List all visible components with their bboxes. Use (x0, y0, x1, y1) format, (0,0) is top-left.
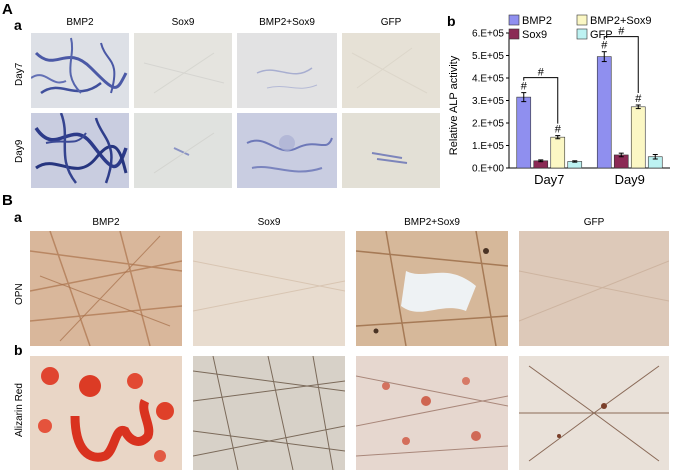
chart-legend: BMP2 Sox9 BMP2+Sox9 GFP (508, 14, 651, 41)
legend-swatch (508, 28, 520, 40)
legend-swatch (576, 14, 588, 26)
significance-mark: # (555, 124, 562, 136)
legend-label: Sox9 (522, 29, 547, 41)
micrograph-A-day7-bmp2sox9 (237, 33, 337, 108)
legend-label: GFP (590, 29, 613, 41)
micrograph-B-alizarin-bmp2sox9 (356, 356, 508, 470)
chart-bars: # # # # # # (516, 26, 663, 169)
significance-mark: # (601, 40, 608, 52)
y-axis-label: Relative ALP activity (448, 55, 460, 155)
y-tick-label: 6.E+05 (472, 29, 504, 40)
micrograph-A-day9-bmp2sox9 (237, 113, 337, 188)
A-col-label-bmp2: BMP2 (66, 17, 94, 28)
A-col-label-gfp: GFP (380, 17, 402, 28)
micrograph-B-opn-sox9 (193, 231, 345, 346)
micrograph-B-opn-bmp2 (30, 231, 182, 346)
A-col-label-bmp2sox9: BMP2+Sox9 (259, 17, 315, 28)
micrograph-A-day7-bmp2 (31, 33, 129, 108)
B-row-label-opn: OPN (14, 283, 25, 305)
panel-letter-A-b: b (447, 13, 456, 29)
B-col-label-bmp2sox9: BMP2+Sox9 (404, 217, 460, 228)
bar-bmp2-day9 (596, 56, 612, 169)
panel-letter-B: B (2, 192, 13, 209)
x-category-label: Day7 (534, 172, 564, 187)
panel-letter-B-a: a (14, 209, 22, 225)
legend-label: BMP2 (522, 15, 552, 27)
micrograph-A-day9-gfp (342, 113, 440, 188)
panel-letter-B-b: b (14, 342, 23, 358)
significance-mark: # (618, 26, 625, 38)
A-col-label-sox9: Sox9 (171, 17, 195, 28)
panel-letter-A: A (2, 1, 13, 18)
micrograph-B-alizarin-bmp2 (30, 356, 182, 470)
micrograph-A-day7-gfp (342, 33, 440, 108)
A-row-label-day9: Day9 (14, 139, 25, 163)
micrograph-B-opn-bmp2sox9 (356, 231, 508, 346)
micrograph-B-alizarin-sox9 (193, 356, 345, 470)
legend-label: BMP2+Sox9 (590, 15, 651, 27)
x-category-label: Day9 (615, 172, 645, 187)
B-row-label-alizarin-red: Alizarin Red (14, 383, 25, 437)
y-tick-label: 4.E+05 (472, 74, 504, 85)
A-row-label-day7: Day7 (14, 62, 25, 86)
micrograph-B-alizarin-gfp (519, 356, 669, 470)
significance-mark: # (635, 93, 642, 105)
micrograph-A-day7-sox9 (134, 33, 232, 108)
micrograph-A-day9-bmp2 (31, 113, 129, 188)
y-tick-label: 0.E+00 (472, 164, 504, 175)
micrograph-B-opn-gfp (519, 231, 669, 346)
legend-swatch (508, 14, 520, 26)
panel-letter-A-a: a (14, 17, 22, 33)
legend-swatch (576, 28, 588, 40)
significance-mark: # (521, 81, 528, 93)
significance-bracket (523, 77, 559, 124)
y-tick-label: 5.E+05 (472, 51, 504, 62)
bar-bmp2-sox9-day9 (630, 106, 646, 169)
y-tick-label: 3.E+05 (472, 96, 504, 107)
alp-activity-chart: 0.E+00 1.E+05 2.E+05 3.E+05 4.E+05 5.E+05 6.E+… (448, 14, 670, 187)
micrograph-A-day9-sox9 (134, 113, 232, 188)
bar-bmp2-sox9-day7 (550, 136, 566, 169)
y-tick-label: 1.E+05 (472, 141, 504, 152)
B-col-label-sox9: Sox9 (257, 217, 281, 228)
chart-axes: 0.E+00 1.E+05 2.E+05 3.E+05 4.E+05 5.E+05 6.E+… (448, 29, 670, 187)
y-tick-label: 2.E+05 (472, 119, 504, 130)
significance-bracket (603, 36, 639, 93)
bar-bmp2-day7 (516, 96, 532, 169)
significance-mark: # (538, 67, 545, 79)
B-col-label-bmp2: BMP2 (92, 217, 120, 228)
B-col-label-gfp: GFP (583, 217, 605, 228)
